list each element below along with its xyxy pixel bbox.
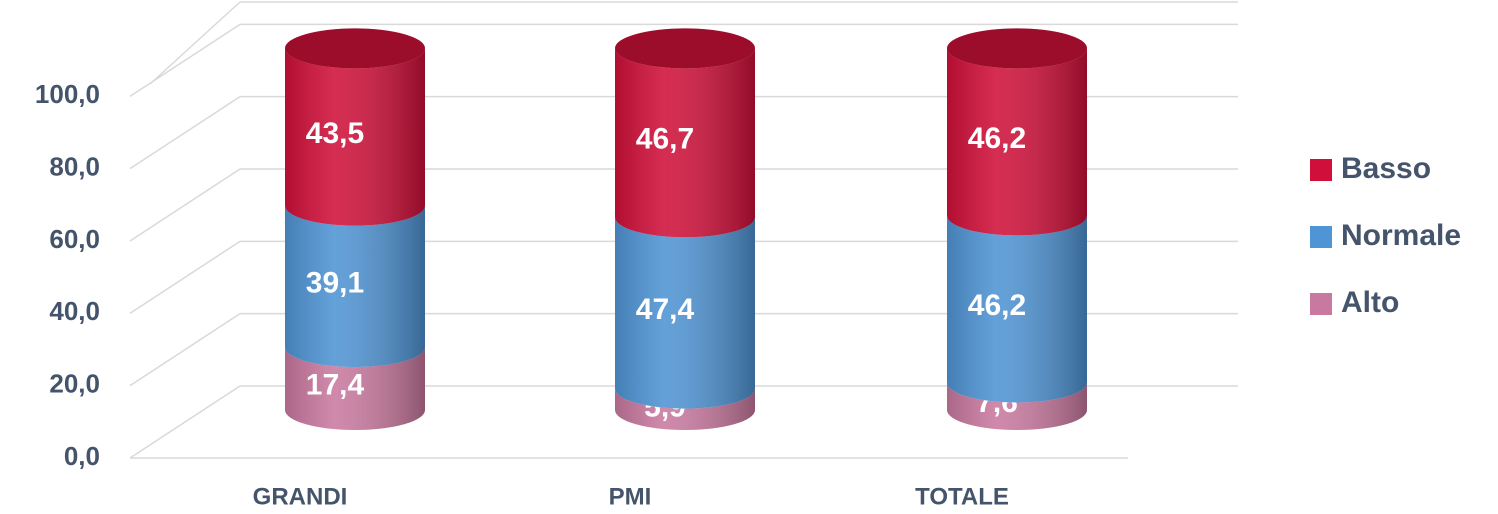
value-label: 17,4 [306,368,365,401]
bar-top-shade [947,28,1087,69]
x-tick-label: PMI [609,483,652,510]
wall-edge [149,1,241,85]
bar-top-shade [285,28,425,69]
value-label: 46,2 [968,122,1026,155]
grid-line [129,240,241,314]
bar-top [285,28,425,69]
value-label: 46,7 [636,123,694,156]
legend-label: Normale [1341,219,1461,252]
bar-shade [615,388,755,430]
y-tick-label: 20,0 [49,369,100,399]
bar-shade [947,48,1087,236]
bar-top [615,28,755,69]
y-tick-label: 100,0 [35,79,100,109]
bar-top [947,28,1087,69]
bar-shade [615,48,755,238]
value-label: 46,2 [968,289,1026,322]
legend-swatch [1310,293,1332,315]
value-label: 43,5 [306,117,364,150]
grid-line [129,96,241,170]
legend-label: Alto [1341,286,1399,319]
legend-label: Basso [1341,152,1431,185]
legend-swatch [1310,226,1332,248]
value-label: 39,1 [306,266,364,299]
bar-shade [285,205,425,368]
bar-shade [947,215,1087,403]
y-tick-label: 80,0 [49,152,100,182]
bar-top-shade [615,28,755,69]
legend-swatch [1310,159,1332,181]
grid-line [129,385,241,459]
y-tick-label: 0,0 [64,441,100,471]
bar-shade [285,48,425,226]
bar-shade [285,347,425,430]
bar-shade [947,382,1087,430]
y-tick-label: 40,0 [49,296,100,326]
bar-shade [615,217,755,409]
grid-line [129,168,241,242]
grid-line [129,313,241,387]
x-tick-label: GRANDI [253,483,348,510]
value-label: 47,4 [636,293,695,326]
x-tick-label: TOTALE [915,483,1009,510]
grid-line [129,23,241,97]
y-tick-label: 60,0 [49,224,100,254]
